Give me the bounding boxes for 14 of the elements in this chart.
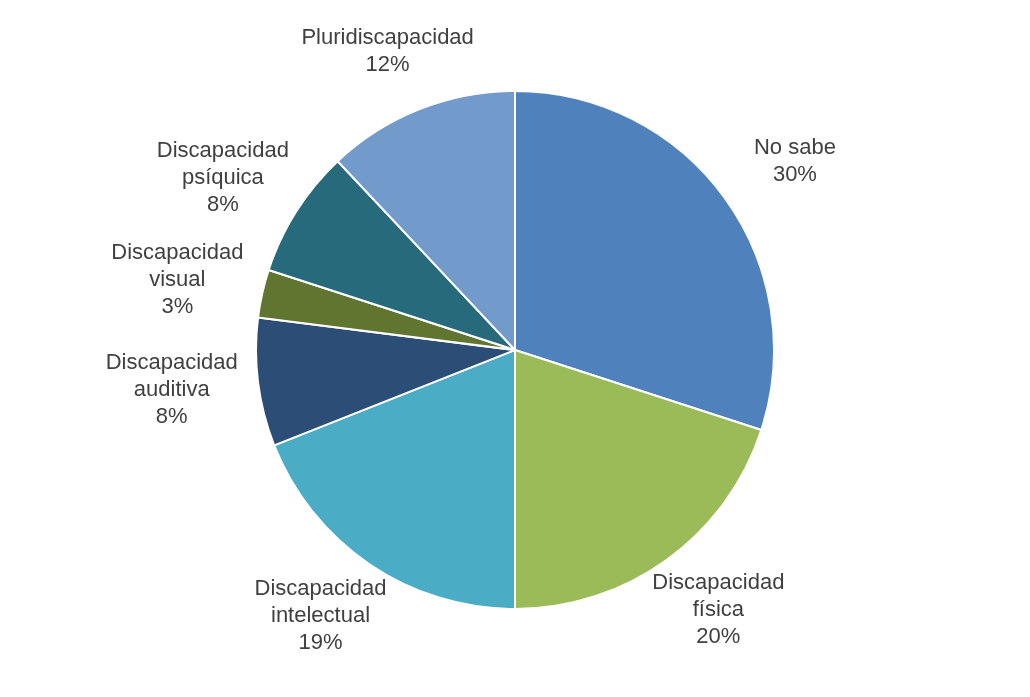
data-label: 12% [365,51,410,77]
slice-label: Discapacidad intelectual [254,574,387,627]
data-label: 19% [298,628,343,654]
slice-label: Discapacidad física [652,568,785,621]
slice-label: Discapacidad auditiva [105,349,238,402]
slice-label: Discapacidad psíquica [156,137,289,190]
slice-label: Pluridiscapacidad [301,24,474,50]
data-label: 3% [161,293,194,319]
slice-label: No sabe [753,133,836,159]
data-label: 8% [155,403,188,429]
data-label: 30% [772,160,817,186]
slice-label: Discapacidad visual [111,239,244,292]
data-label: 8% [206,191,239,217]
data-label: 20% [696,622,741,648]
